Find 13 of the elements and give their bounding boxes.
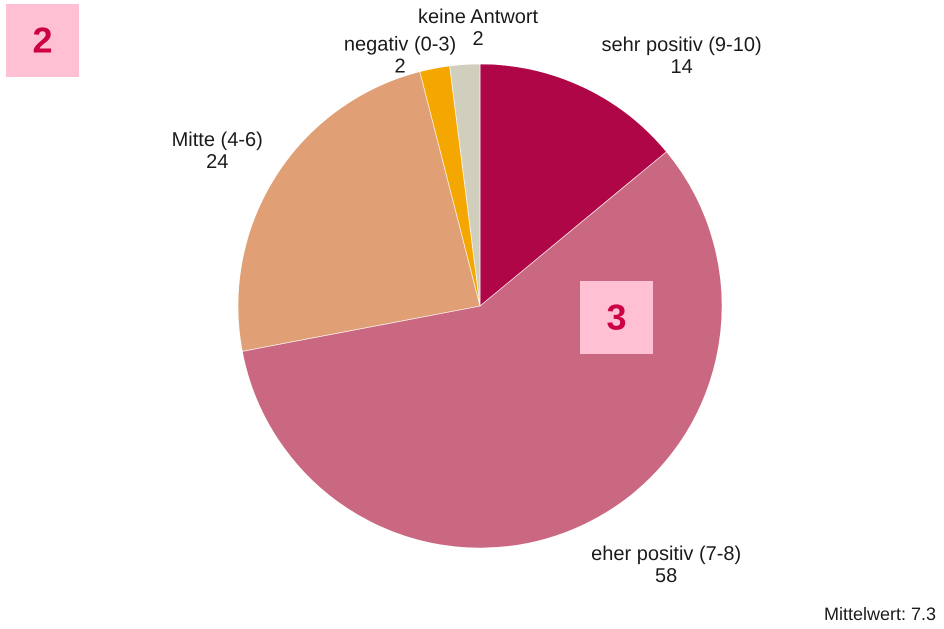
slice-label: negativ (0-3): [344, 33, 456, 56]
data-label: 2: [472, 28, 484, 50]
slice-label: Mitte (4-6): [172, 129, 263, 152]
data-label: 14: [670, 56, 693, 78]
slice-label: sehr positiv (9-10): [602, 34, 762, 56]
data-label: 2: [394, 55, 406, 78]
slice-label: keine Antwort: [418, 6, 539, 28]
text: 2: [32, 20, 53, 60]
text: Mittelwert: 7.3: [824, 604, 936, 624]
data-label: 58: [655, 565, 678, 588]
text: 3: [606, 296, 627, 338]
data-label: 24: [206, 151, 228, 174]
slice-label: eher positiv (7-8): [591, 543, 742, 566]
